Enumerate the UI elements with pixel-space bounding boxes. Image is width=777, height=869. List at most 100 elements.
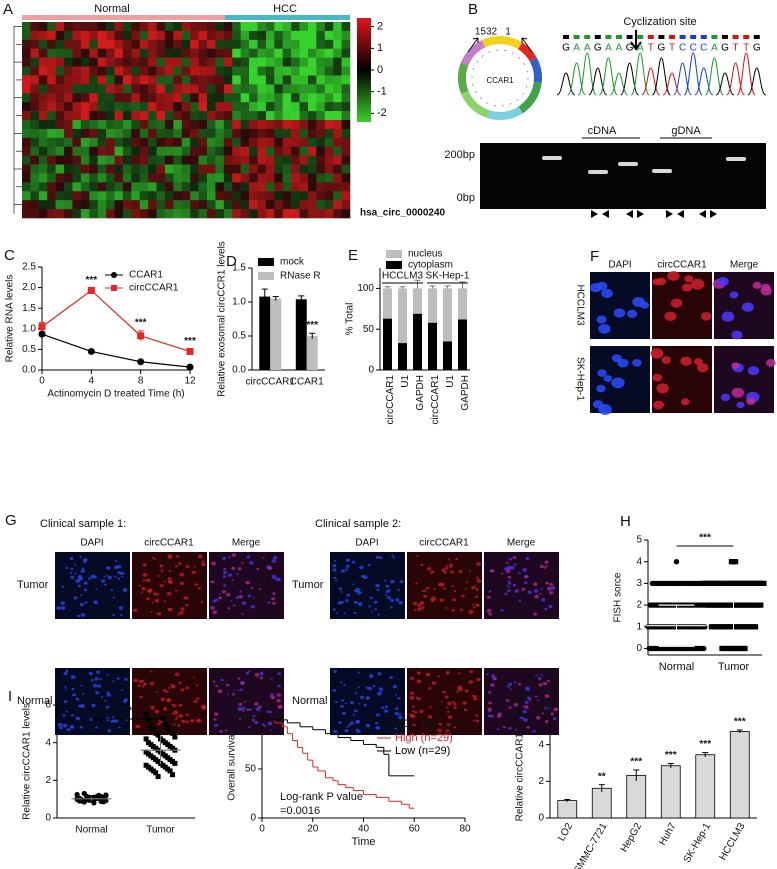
heatmap-cell (207, 155, 216, 165)
cell (137, 684, 141, 688)
cell (656, 383, 669, 394)
heatmap-cell (333, 66, 342, 76)
heatmap-cell (47, 182, 56, 192)
cell (62, 723, 68, 728)
cell (101, 579, 106, 583)
heatmap-cell (22, 111, 31, 121)
heatmap-cell (181, 39, 191, 50)
heatmap-cell (122, 120, 132, 130)
cell (79, 555, 82, 558)
heatmap-cell (316, 191, 326, 201)
heatmap-cell (38, 120, 48, 130)
point (38, 323, 46, 331)
heatmap-cell (333, 22, 342, 32)
cell (237, 689, 240, 692)
point (733, 559, 739, 565)
x-tick-label: Normal (659, 661, 694, 673)
heatmap-cell (223, 111, 233, 121)
cell (430, 570, 435, 574)
heatmap-cell (341, 22, 351, 32)
heatmap-cell (223, 209, 233, 219)
base-letter: G (658, 43, 666, 54)
heatmap-cell (274, 173, 284, 183)
heatmap-cell (89, 146, 98, 156)
base-letter: C (690, 43, 697, 54)
heatmap-cell (139, 120, 149, 130)
chromatogram-peak (630, 52, 650, 96)
heatmap-cell (122, 66, 132, 76)
heatmap-cell (341, 66, 351, 76)
cell (533, 582, 538, 586)
heatmap-cell (64, 155, 73, 165)
cell (201, 704, 207, 709)
heatmap-cell (198, 155, 208, 165)
circle-label: 1 (505, 27, 511, 38)
heatmap-cell (282, 57, 292, 67)
cell (475, 588, 479, 591)
row-label: Normal (17, 695, 52, 707)
heatmap-cell (215, 30, 225, 41)
heatmap-cell (324, 182, 334, 192)
heatmap-cell (122, 111, 132, 121)
heatmap-cell (80, 209, 90, 219)
cell (444, 695, 449, 699)
gel-group: gDNA (671, 125, 701, 137)
cell (82, 692, 85, 695)
exon-arc (487, 106, 523, 120)
cell (220, 678, 224, 682)
heatmap-cell (207, 137, 216, 148)
micrograph (330, 552, 405, 619)
chromatogram-peak (577, 52, 597, 96)
cell (514, 681, 517, 684)
cell (398, 715, 403, 720)
base-letter: T (733, 43, 739, 54)
cell (549, 582, 554, 587)
x-tick-label: circCCAR1 (430, 375, 441, 425)
heatmap-cell (299, 146, 309, 156)
heatmap-cell (240, 120, 250, 130)
heatmap-cell (324, 146, 334, 156)
cell (221, 590, 226, 594)
heatmap-cell (341, 102, 351, 112)
heatmap-cell (198, 137, 208, 148)
cell (731, 387, 745, 398)
heatmap-cell (207, 39, 216, 50)
heatmap-cell (106, 155, 115, 165)
primer-pair (699, 210, 717, 218)
cell (512, 556, 517, 560)
significance: *** (135, 318, 147, 329)
cell (385, 706, 388, 708)
heatmap-cell (64, 191, 73, 201)
heatmap-cell (240, 48, 250, 58)
heatmap-cell (198, 128, 208, 139)
cell (336, 612, 339, 614)
cell (175, 716, 179, 719)
heatmap-cell (106, 182, 115, 192)
heatmap-cell (291, 173, 300, 183)
heatmap-cell (316, 30, 326, 41)
bar-segment (443, 341, 452, 370)
heatmap-cell (274, 93, 284, 103)
heatmap-cell (257, 120, 267, 130)
bar-segment (413, 313, 422, 370)
cell (468, 680, 474, 684)
heatmap-cell (299, 155, 309, 165)
heatmap-cell (47, 39, 56, 50)
heatmap-cell (190, 137, 199, 148)
heatmap-cell (324, 137, 334, 148)
heatmap-cell (173, 22, 183, 32)
cell (353, 611, 357, 614)
heatmap-cell (139, 66, 149, 76)
cell (760, 286, 772, 296)
column-label: DAPI (608, 260, 631, 271)
heatmap-cell (282, 146, 292, 156)
heatmap-cell (190, 111, 199, 121)
cell (420, 563, 424, 567)
cell (717, 277, 729, 287)
heatmap-cell (30, 120, 40, 130)
heatmap-cell (131, 146, 141, 156)
cell (272, 601, 276, 605)
cell (83, 588, 88, 592)
heatmap-cell (341, 48, 351, 58)
heatmap-cell (97, 22, 107, 32)
